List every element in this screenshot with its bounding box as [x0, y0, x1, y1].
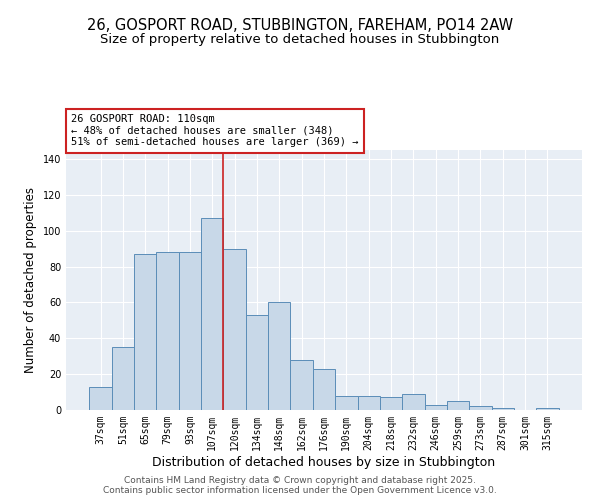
Bar [201, 218, 223, 410]
Bar [268, 302, 290, 410]
Bar [335, 396, 358, 410]
Bar [491, 408, 514, 410]
Text: 26 GOSPORT ROAD: 110sqm
← 48% of detached houses are smaller (348)
51% of semi-d: 26 GOSPORT ROAD: 110sqm ← 48% of detache… [71, 114, 359, 148]
Bar [246, 315, 268, 410]
Bar [536, 408, 559, 410]
Bar [425, 404, 447, 410]
X-axis label: Distribution of detached houses by size in Stubbington: Distribution of detached houses by size … [152, 456, 496, 468]
Text: 26, GOSPORT ROAD, STUBBINGTON, FAREHAM, PO14 2AW: 26, GOSPORT ROAD, STUBBINGTON, FAREHAM, … [87, 18, 513, 32]
Bar [469, 406, 491, 410]
Bar [380, 398, 402, 410]
Bar [134, 254, 157, 410]
Text: Contains public sector information licensed under the Open Government Licence v3: Contains public sector information licen… [103, 486, 497, 495]
Bar [447, 401, 469, 410]
Bar [402, 394, 425, 410]
Bar [112, 347, 134, 410]
Text: Contains HM Land Registry data © Crown copyright and database right 2025.: Contains HM Land Registry data © Crown c… [124, 476, 476, 485]
Bar [157, 252, 179, 410]
Y-axis label: Number of detached properties: Number of detached properties [24, 187, 37, 373]
Bar [89, 386, 112, 410]
Bar [358, 396, 380, 410]
Bar [223, 248, 246, 410]
Bar [313, 369, 335, 410]
Text: Size of property relative to detached houses in Stubbington: Size of property relative to detached ho… [100, 32, 500, 46]
Bar [179, 252, 201, 410]
Bar [290, 360, 313, 410]
